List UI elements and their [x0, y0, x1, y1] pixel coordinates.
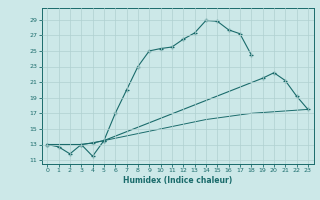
X-axis label: Humidex (Indice chaleur): Humidex (Indice chaleur) [123, 176, 232, 185]
